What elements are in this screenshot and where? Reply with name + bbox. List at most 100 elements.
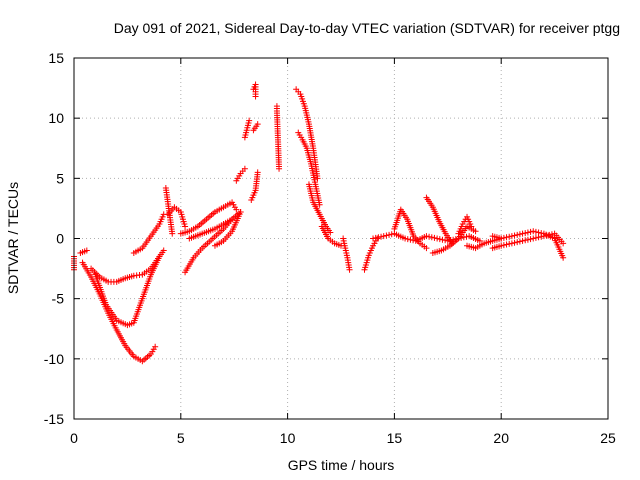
data-point [514,231,521,238]
series-arc-10 [177,199,240,237]
series-arc-3 [92,253,163,329]
series-arc-24 [361,235,381,273]
data-point [524,236,531,243]
series-arc-17 [248,169,261,203]
y-tick-label: -5 [52,291,65,307]
series-arc-8 [162,184,176,237]
y-tick-label: -15 [44,411,64,427]
data-point [402,235,409,242]
series-arc-28 [429,223,479,256]
data-point [407,236,414,243]
data-point [560,254,567,261]
data-point [182,223,189,230]
series-arc-15 [250,81,259,100]
data-point [372,234,379,241]
data-point [498,235,505,242]
series-arc-5 [77,247,90,256]
data-point [276,165,283,172]
series-arc-29 [464,235,505,252]
data-point [516,238,523,245]
series-arc-19 [293,86,321,182]
data-point [503,241,510,248]
series-arc-21 [305,181,334,236]
y-tick-label: -10 [44,351,64,367]
x-axis-title: GPS time / hours [288,457,395,473]
series-arc-14 [241,117,253,141]
data-point [426,233,433,240]
data-point [511,232,518,239]
data-point [169,230,176,237]
y-tick-label: 0 [56,231,64,247]
data-point [386,231,393,238]
series-arc-9 [182,216,236,276]
data-point [423,233,430,240]
y-tick-label: 15 [48,50,64,66]
data-point [535,229,542,236]
series-arc-22 [318,223,344,249]
data-point [527,236,534,243]
series-arc-20 [295,129,323,208]
data-point [442,237,449,244]
data-point [530,235,537,242]
data-point [327,229,334,236]
x-tick-label: 20 [493,430,509,446]
x-tick-label: 10 [280,430,296,446]
data-point [522,237,529,244]
data-point [152,343,159,350]
data-point [519,237,526,244]
data-point [532,234,539,241]
series-arc-11 [186,209,244,242]
chart-title: Day 091 of 2021, Sidereal Day-to-day VTE… [114,20,620,36]
data-point [241,165,248,172]
data-point [511,239,518,246]
data-point [468,223,475,230]
axis-ticks: 0 5 10 15 20 25 -15 -10 -5 0 5 10 15 [44,50,616,446]
data-point [514,239,521,246]
data-point [404,236,411,243]
series-arc-13 [233,165,248,184]
series-arc-32 [455,213,475,237]
data-point [532,228,539,235]
data-point [378,233,385,240]
data-point [560,240,567,247]
data-point [233,206,240,213]
data-point [237,209,244,216]
series-arc-27 [423,194,456,247]
data-point [252,93,259,100]
data-point [375,234,382,241]
data-point [439,236,446,243]
data-point [316,201,323,208]
y-axis-title: SDTVAR / TECUs [5,182,21,294]
data-point [522,230,529,237]
data-point [506,233,513,240]
data-point [527,228,534,235]
y-tick-label: 10 [48,110,64,126]
data-point [508,233,515,240]
data-point [370,235,377,242]
series-arc-16 [250,121,261,134]
data-point [538,230,545,237]
data-point [472,228,479,235]
grid [74,58,608,419]
data-point [500,242,507,249]
series-arc-23 [340,235,353,273]
data-point [254,169,261,176]
y-tick-label: 5 [56,170,64,186]
data-point [156,253,163,260]
data-point [160,247,167,254]
data-point [436,236,443,243]
x-tick-label: 5 [177,430,185,446]
data-point [83,247,90,254]
series-arc-12 [211,209,244,249]
data-point [383,232,390,239]
plot-frame [73,57,609,420]
data-point [519,230,526,237]
data-point [380,233,387,240]
data-point [506,240,513,247]
data-point [500,234,507,241]
data-point [498,242,505,249]
data-point [516,231,523,238]
data-point [346,266,353,273]
